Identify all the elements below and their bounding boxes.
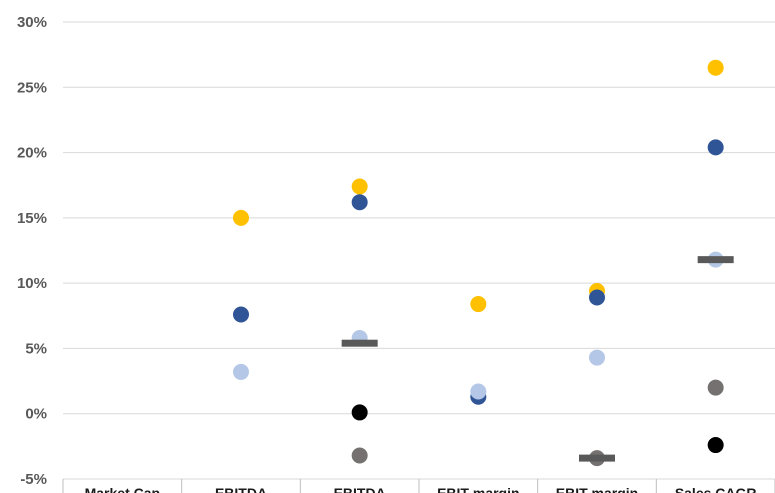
- data-point: [233, 209, 249, 226]
- data-point: [707, 437, 724, 454]
- category-label: EBITDA: [215, 485, 267, 493]
- gridlines: [63, 21, 775, 480]
- median-marker: [697, 256, 734, 264]
- median-marker: [341, 339, 378, 347]
- data-point: [233, 306, 249, 323]
- category-label: Market Cap: [85, 485, 160, 493]
- data-point: [351, 404, 368, 421]
- y-tick-label: -5%: [20, 471, 47, 488]
- y-tick-label: 5%: [25, 340, 47, 357]
- category-label: EBITDA: [334, 485, 386, 493]
- data-point: [233, 363, 249, 380]
- y-tick-label: 15%: [17, 210, 47, 227]
- category-label: EBIT margin: [437, 485, 519, 493]
- category-label: EBIT margin: [556, 485, 638, 493]
- data-point: [707, 139, 724, 156]
- data-point: [351, 447, 368, 464]
- category-axis: Market Cap EBITDA EBITDA EBIT margin EBIT ma…: [62, 479, 775, 493]
- data-point: [707, 379, 724, 396]
- category-label: Sales CAGR: [675, 485, 757, 493]
- data-point: [589, 349, 605, 366]
- data-point: [470, 383, 487, 400]
- y-tick-label: 10%: [17, 275, 47, 292]
- y-tick-label: 25%: [17, 79, 47, 96]
- data-point: [589, 289, 605, 306]
- data-point: [351, 178, 368, 195]
- y-axis-ticks: -5% 0% 5% 10% 15% 20% 25% 30%: [17, 14, 47, 488]
- data-points: [233, 59, 734, 467]
- y-tick-label: 0%: [25, 406, 47, 423]
- y-tick-label: 30%: [17, 14, 47, 31]
- data-point: [470, 296, 487, 313]
- median-marker: [579, 454, 615, 462]
- data-point: [707, 59, 724, 76]
- y-tick-label: 20%: [17, 145, 47, 162]
- data-point: [351, 194, 368, 211]
